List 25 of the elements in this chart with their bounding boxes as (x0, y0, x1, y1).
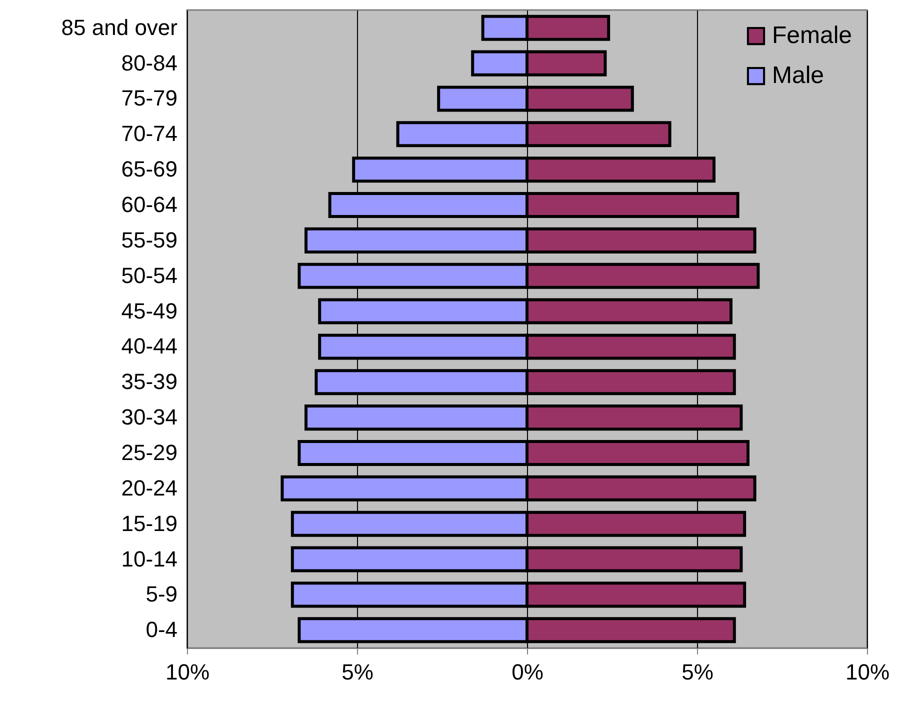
y-tick-label: 50-54 (121, 262, 178, 288)
y-tick-label: 60-64 (121, 192, 178, 218)
y-tick-label: 70-74 (121, 121, 178, 146)
x-tick-label: 10% (845, 660, 890, 684)
y-tick-label: 25-29 (121, 440, 178, 465)
x-tick-label: 5% (682, 660, 714, 684)
y-tick-label: 85 and over (61, 14, 178, 40)
y-tick-label: 75-79 (121, 86, 178, 111)
y-tick-label: 0-4 (146, 617, 178, 642)
x-tick-label: 10% (165, 660, 210, 684)
y-tick-label: 30-34 (121, 404, 178, 430)
y-tick-label: 80-84 (121, 50, 178, 76)
y-tick-label: 35-39 (121, 369, 178, 394)
y-tick-label: 40-44 (121, 334, 178, 359)
y-tick-label: 45-49 (121, 298, 178, 324)
y-tick-label: 65-69 (121, 156, 178, 182)
x-tick-label: 0% (512, 660, 544, 684)
x-tick-label: 5% (342, 660, 374, 684)
legend-label: Male (772, 62, 824, 89)
y-tick-label: 20-24 (121, 475, 178, 500)
y-tick-label: 15-19 (121, 510, 178, 536)
y-tick-label: 55-59 (121, 227, 178, 252)
legend-label: Female (772, 22, 852, 49)
y-tick-label: 5-9 (146, 582, 178, 607)
y-tick-label: 10-14 (121, 546, 178, 572)
